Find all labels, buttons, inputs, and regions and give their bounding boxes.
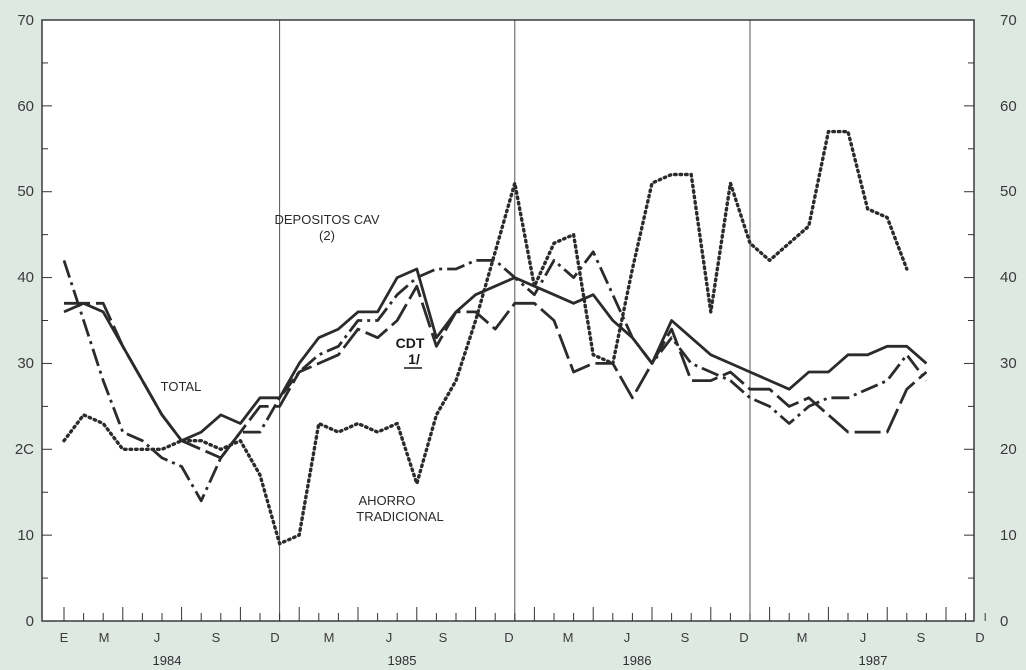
series-line-depositos-cav xyxy=(62,250,928,503)
annotation-ahorro: AHORRO xyxy=(358,493,415,508)
plot-area xyxy=(42,20,974,621)
x-month-label: J xyxy=(860,630,867,645)
y-tick-left: 0 xyxy=(26,613,34,630)
series-line-cdt xyxy=(64,284,928,460)
y-axis-left-labels: 0 10 2C 30 40 50 60 70 xyxy=(15,12,34,630)
annotation-ahorro-tradicional: TRADICIONAL xyxy=(356,509,443,524)
y-tick-right: 40 xyxy=(1000,269,1017,286)
y-tick-left: 60 xyxy=(17,98,34,115)
y-tick-right: 70 xyxy=(1000,12,1017,29)
y-tick-right: 50 xyxy=(1000,183,1017,200)
y-tick-left: 70 xyxy=(17,12,34,29)
axis-ticks xyxy=(42,19,986,622)
x-month-label: D xyxy=(270,630,279,645)
y-axis-right-labels: 0 10 20 30 40 50 60 70 xyxy=(1000,12,1017,630)
series-line-ahorro-tradicional xyxy=(62,129,909,546)
annotation-depositos-cav: DEPOSITOS CAV xyxy=(275,212,380,227)
vertical-gridlines xyxy=(279,20,751,621)
y-tick-right: 30 xyxy=(1000,355,1017,372)
x-month-label: D xyxy=(975,630,984,645)
x-month-label: M xyxy=(324,630,335,645)
x-axis-year-labels: 1984 1985 1986 1987 xyxy=(153,653,888,668)
series-annotations: DEPOSITOS CAV (2) TOTAL CDT 1/ AHORRO TR… xyxy=(161,212,444,524)
x-month-label: S xyxy=(917,630,926,645)
x-month-label: S xyxy=(212,630,221,645)
x-year-label: 1987 xyxy=(859,653,888,668)
y-tick-left: 30 xyxy=(17,355,34,372)
x-month-label: J xyxy=(386,630,393,645)
series-line-total xyxy=(63,267,928,443)
y-tick-left: 50 xyxy=(17,183,34,200)
y-tick-left: 10 xyxy=(17,527,34,544)
x-month-label: J xyxy=(154,630,161,645)
plot-frame xyxy=(41,19,975,622)
y-tick-left: 2C xyxy=(15,441,34,458)
x-month-label: E xyxy=(60,630,69,645)
x-month-label: M xyxy=(563,630,574,645)
y-tick-right: 20 xyxy=(1000,441,1017,458)
x-year-label: 1986 xyxy=(623,653,652,668)
annotation-cdt: CDT xyxy=(396,335,425,351)
annotation-depositos-cav-note: (2) xyxy=(319,228,335,243)
annotation-cdt-note: 1/ xyxy=(408,351,420,367)
x-year-label: 1984 xyxy=(153,653,182,668)
y-tick-left: 40 xyxy=(17,269,34,286)
x-month-label: J xyxy=(624,630,631,645)
y-tick-right: 0 xyxy=(1000,613,1008,630)
y-tick-right: 60 xyxy=(1000,98,1017,115)
x-month-label: M xyxy=(99,630,110,645)
x-month-label: S xyxy=(439,630,448,645)
x-month-label: D xyxy=(504,630,513,645)
x-month-label: M xyxy=(797,630,808,645)
annotation-total: TOTAL xyxy=(161,379,202,394)
x-month-label: S xyxy=(681,630,690,645)
x-year-label: 1985 xyxy=(388,653,417,668)
series-lines xyxy=(62,129,928,546)
y-tick-right: 10 xyxy=(1000,527,1017,544)
x-month-label: D xyxy=(739,630,748,645)
x-axis-month-labels: E M J S D M J S D M J S D M J S D xyxy=(60,630,985,645)
